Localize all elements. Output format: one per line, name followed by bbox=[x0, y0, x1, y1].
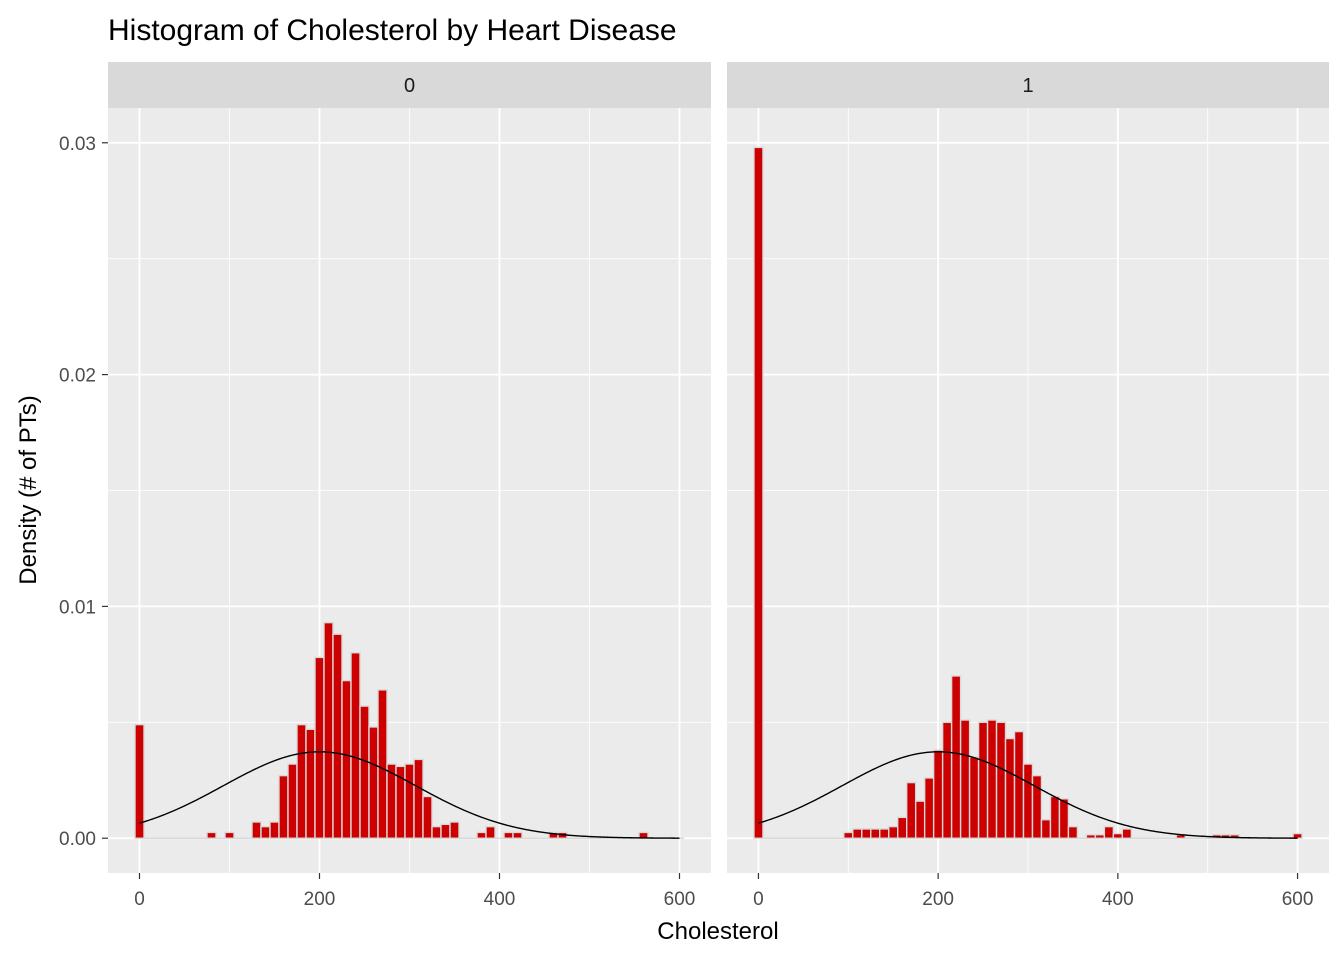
histogram-bar bbox=[959, 719, 971, 839]
histogram-bar bbox=[512, 831, 523, 839]
histogram-bar bbox=[278, 774, 289, 839]
x-tick-label: 600 bbox=[1282, 889, 1314, 910]
histogram-bar bbox=[485, 825, 496, 839]
x-tick-label: 0 bbox=[753, 889, 764, 910]
facet-strip-1 bbox=[727, 62, 1329, 108]
histogram-bar bbox=[1229, 834, 1240, 839]
histogram-bar bbox=[861, 828, 872, 839]
histogram-bar bbox=[431, 825, 442, 839]
histogram-bar bbox=[950, 675, 962, 839]
histogram-bar bbox=[941, 721, 953, 839]
x-tick-label: 400 bbox=[1102, 889, 1134, 910]
histogram-bar bbox=[314, 656, 325, 839]
histogram-bar bbox=[1292, 832, 1303, 839]
histogram-bar bbox=[1103, 825, 1115, 839]
histogram-bar bbox=[476, 831, 487, 839]
facet-panel-0: 0 bbox=[108, 62, 711, 873]
histogram-bar bbox=[269, 821, 280, 839]
histogram-bar bbox=[1049, 795, 1061, 839]
histogram-bar bbox=[897, 816, 908, 839]
facet-strip-label: 0 bbox=[404, 75, 415, 97]
histogram-bar bbox=[879, 828, 890, 839]
x-axis-title: Cholesterol bbox=[657, 918, 778, 945]
x-tick-label: 600 bbox=[664, 889, 696, 910]
x-axes: 0 200 400 600 0 200 400 600 bbox=[134, 873, 1313, 910]
facet-strip-label: 1 bbox=[1022, 75, 1033, 97]
histogram-bar bbox=[1094, 834, 1106, 839]
facet-strip-0 bbox=[108, 62, 711, 108]
histogram-bar bbox=[503, 831, 514, 839]
histogram-bar bbox=[251, 821, 262, 839]
histogram-bar bbox=[359, 705, 370, 839]
x-tick-label: 200 bbox=[922, 889, 954, 910]
histogram-bar bbox=[206, 831, 217, 839]
chart-title: Histogram of Cholesterol by Heart Diseas… bbox=[108, 14, 677, 47]
histogram-bar bbox=[1022, 763, 1034, 839]
facet-panel-1: 1 bbox=[727, 62, 1329, 873]
x-tick-label: 200 bbox=[304, 889, 336, 910]
histogram-bar bbox=[906, 781, 917, 839]
histogram-bar bbox=[449, 821, 460, 839]
normal-density-curve bbox=[139, 751, 680, 839]
histogram-bar bbox=[995, 721, 1007, 839]
histogram-bar bbox=[1112, 832, 1124, 839]
histogram-bar bbox=[404, 763, 415, 839]
histogram-bar bbox=[1085, 834, 1097, 839]
histogram-bar bbox=[870, 828, 881, 839]
y-axis: 0.00 0.01 0.02 0.03 bbox=[59, 134, 108, 850]
histogram-bar bbox=[323, 621, 334, 839]
y-tick-label: 0.01 bbox=[59, 597, 96, 618]
y-tick-label: 0.02 bbox=[59, 366, 96, 387]
histogram-bar bbox=[332, 633, 343, 839]
histogram-bar bbox=[224, 831, 235, 839]
histogram-bar bbox=[1004, 737, 1016, 839]
histogram-bar bbox=[1121, 828, 1133, 839]
histogram-bar bbox=[296, 723, 307, 839]
histogram-bar bbox=[341, 679, 352, 839]
histogram-bar bbox=[753, 146, 764, 839]
y-axis-title: Density (# of PTs) bbox=[15, 395, 42, 584]
y-tick-label: 0.00 bbox=[59, 829, 96, 850]
histogram-bar bbox=[932, 749, 944, 839]
histogram-bar bbox=[1040, 818, 1052, 839]
histogram-bar bbox=[843, 831, 854, 839]
histogram-bar bbox=[852, 828, 863, 839]
histogram-bar bbox=[914, 800, 926, 839]
histogram-bar bbox=[287, 763, 298, 839]
histogram-bar bbox=[350, 652, 361, 839]
histogram-bar bbox=[440, 823, 451, 839]
histogram-bar bbox=[368, 726, 379, 839]
histogram-bar bbox=[923, 777, 935, 839]
histogram-bar bbox=[1058, 798, 1070, 839]
histogram-bar bbox=[1013, 730, 1025, 839]
histogram-bar bbox=[968, 756, 980, 839]
histogram-bar bbox=[986, 719, 998, 839]
histogram-bar bbox=[888, 825, 899, 839]
histogram-bar bbox=[977, 721, 989, 839]
histogram-bar bbox=[305, 728, 316, 839]
x-tick-label: 0 bbox=[134, 889, 145, 910]
x-axis-1: 0 200 400 600 bbox=[753, 873, 1313, 910]
histogram-bar bbox=[422, 795, 433, 839]
normal-density-curve bbox=[758, 751, 1298, 839]
x-axis-0: 0 200 400 600 bbox=[134, 873, 695, 910]
histogram-bar bbox=[1031, 774, 1043, 839]
histogram-bar bbox=[1067, 825, 1079, 839]
histogram-bar bbox=[413, 758, 424, 839]
histogram-bar bbox=[260, 825, 271, 839]
x-tick-label: 400 bbox=[484, 889, 516, 910]
histogram-bar bbox=[377, 689, 388, 839]
y-tick-label: 0.03 bbox=[59, 134, 96, 155]
histogram-bar bbox=[134, 723, 145, 839]
